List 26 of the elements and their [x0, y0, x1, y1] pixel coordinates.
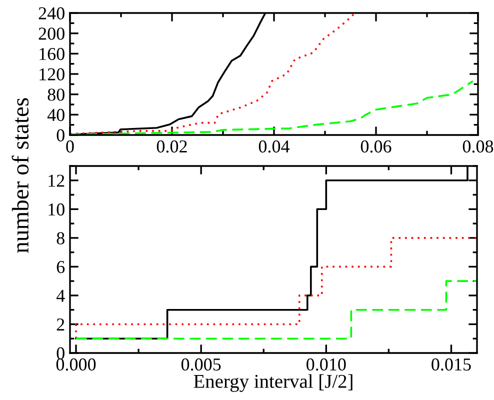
y-tick-label: 6 — [56, 261, 65, 274]
x-axis-title: Energy interval [J/2] — [194, 374, 352, 392]
x-tick-label: 0.02 — [156, 140, 187, 153]
y-tick-label: 8 — [56, 232, 64, 244]
x-tick-label: 0.015 — [432, 358, 471, 371]
y-tick-label: 160 — [40, 48, 64, 60]
y-tick-label: 120 — [40, 68, 64, 80]
x-tick-label: 0 — [66, 140, 74, 153]
x-tick-label: 0.005 — [181, 358, 221, 371]
y-tick-label: 10 — [48, 203, 64, 216]
y-tick-label: 40 — [47, 108, 64, 122]
y-axis-title: number of states — [12, 98, 29, 253]
y-tick-label: 4 — [56, 290, 65, 302]
x-tick-label: 0.000 — [56, 358, 96, 371]
y-tick-label: 0 — [56, 129, 64, 142]
x-tick-label: 0.010 — [306, 358, 346, 371]
line-series — [70, 80, 474, 135]
y-tick-label: 12 — [48, 174, 64, 187]
y-tick-label: 0 — [56, 347, 64, 360]
y-tick-label: 80 — [48, 88, 64, 101]
x-tick-label: 0.04 — [258, 140, 290, 153]
y-tick-label: 2 — [56, 318, 64, 330]
x-tick-label: 0.06 — [360, 140, 392, 153]
x-tick-label: 0.08 — [462, 140, 494, 153]
y-tick-label: 240 — [38, 7, 64, 20]
y-tick-label: 200 — [38, 28, 64, 40]
